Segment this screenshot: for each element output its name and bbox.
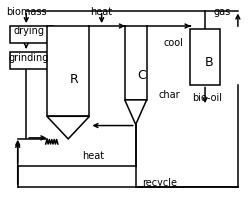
Bar (125, 26, 147, 100)
Bar (10, 52, 58, 69)
Text: recycle: recycle (142, 178, 178, 188)
Polygon shape (47, 116, 89, 139)
Text: heat: heat (82, 151, 104, 161)
Polygon shape (125, 100, 147, 125)
Text: grinding: grinding (8, 53, 49, 63)
Text: heat: heat (91, 6, 113, 16)
Text: gas: gas (213, 6, 231, 16)
Text: B: B (204, 56, 213, 69)
Text: biomass: biomass (6, 6, 47, 16)
Bar (10, 26, 53, 43)
Text: bio-oil: bio-oil (192, 93, 222, 103)
Text: C: C (137, 69, 146, 82)
Text: cool: cool (164, 38, 183, 48)
Text: char: char (159, 90, 181, 100)
Bar (47, 26, 89, 116)
Bar (190, 29, 220, 84)
Text: drying: drying (13, 26, 44, 36)
Text: R: R (69, 73, 78, 86)
